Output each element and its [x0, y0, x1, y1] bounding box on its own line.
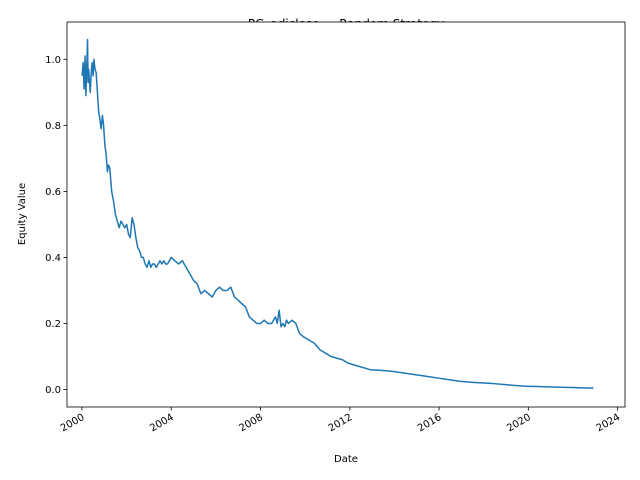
plot-background — [67, 22, 625, 407]
y-tick-label: 0.8 — [45, 121, 61, 132]
y-tick-label: 0.4 — [45, 253, 61, 264]
y-axis: 0.0 0.2 0.4 0.6 0.8 1.0 — [45, 55, 67, 396]
equity-series-line — [81, 38, 594, 389]
y-axis-label: Equity Value — [17, 183, 28, 245]
plot-frame — [66, 21, 626, 408]
y-tick-label: 1.0 — [45, 55, 61, 66]
plot-area — [66, 21, 626, 408]
y-tick-label: 0.2 — [45, 319, 61, 330]
y-tick-label: 0.0 — [45, 385, 61, 396]
series-layer — [81, 38, 594, 389]
x-axis-label: Date — [334, 454, 358, 465]
y-tick-label: 0.6 — [45, 187, 61, 198]
